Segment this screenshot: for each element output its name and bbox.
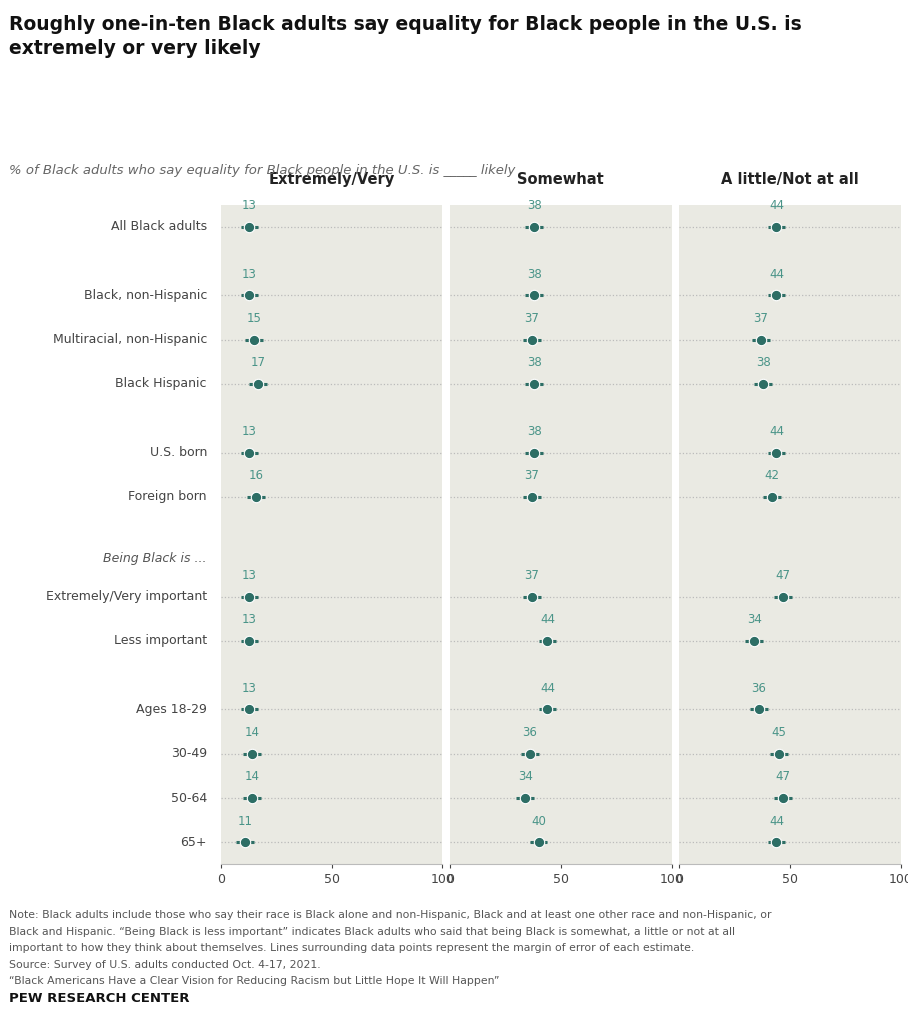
- Text: PEW RESEARCH CENTER: PEW RESEARCH CENTER: [9, 991, 190, 1005]
- Text: 11: 11: [238, 814, 252, 828]
- Text: “Black Americans Have a Clear Vision for Reducing Racism but Little Hope It Will: “Black Americans Have a Clear Vision for…: [9, 976, 499, 986]
- Text: Extremely/Very: Extremely/Very: [269, 172, 395, 186]
- Text: 42: 42: [765, 470, 780, 483]
- Text: U.S. born: U.S. born: [150, 446, 207, 459]
- Text: 38: 38: [527, 268, 541, 281]
- Text: 37: 37: [754, 312, 768, 325]
- Text: 13: 13: [242, 199, 257, 212]
- Text: 36: 36: [751, 682, 766, 695]
- Text: 47: 47: [775, 569, 791, 582]
- Text: Being Black is ...: Being Black is ...: [104, 552, 207, 566]
- Text: 37: 37: [525, 470, 539, 483]
- Text: Black Hispanic: Black Hispanic: [115, 377, 207, 391]
- Text: Roughly one-in-ten Black adults say equality for Black people in the U.S. is
ext: Roughly one-in-ten Black adults say equa…: [9, 15, 802, 58]
- Text: 40: 40: [531, 814, 546, 828]
- Text: 44: 44: [769, 814, 784, 828]
- Text: Foreign born: Foreign born: [128, 490, 207, 503]
- Text: 44: 44: [769, 199, 784, 212]
- Text: 38: 38: [527, 356, 541, 369]
- Text: 16: 16: [249, 470, 263, 483]
- Text: 38: 38: [527, 426, 541, 438]
- Text: 15: 15: [246, 312, 262, 325]
- Text: Source: Survey of U.S. adults conducted Oct. 4-17, 2021.: Source: Survey of U.S. adults conducted …: [9, 960, 321, 970]
- Text: 45: 45: [771, 726, 786, 740]
- Text: 50-64: 50-64: [171, 792, 207, 804]
- Text: 44: 44: [769, 268, 784, 281]
- Text: 13: 13: [242, 426, 257, 438]
- Text: 65+: 65+: [181, 836, 207, 849]
- Text: 34: 34: [518, 770, 533, 784]
- Text: Ages 18-29: Ages 18-29: [136, 703, 207, 716]
- Text: 34: 34: [747, 613, 762, 626]
- Text: 38: 38: [755, 356, 771, 369]
- Text: 37: 37: [525, 569, 539, 582]
- Text: 44: 44: [540, 613, 555, 626]
- Text: 13: 13: [242, 569, 257, 582]
- Text: 44: 44: [769, 426, 784, 438]
- Text: important to how they think about themselves. Lines surrounding data points repr: important to how they think about themse…: [9, 943, 695, 953]
- Text: 37: 37: [525, 312, 539, 325]
- Text: 47: 47: [775, 770, 791, 784]
- Text: All Black adults: All Black adults: [111, 220, 207, 233]
- Text: Extremely/Very important: Extremely/Very important: [45, 590, 207, 603]
- Text: 14: 14: [244, 726, 259, 740]
- Text: 14: 14: [244, 770, 259, 784]
- Text: 17: 17: [251, 356, 266, 369]
- Text: 38: 38: [527, 199, 541, 212]
- Text: Note: Black adults include those who say their race is Black alone and non-Hispa: Note: Black adults include those who say…: [9, 910, 772, 921]
- Text: % of Black adults who say equality for Black people in the U.S. is _____ likely: % of Black adults who say equality for B…: [9, 164, 516, 177]
- Text: 13: 13: [242, 682, 257, 695]
- Text: 36: 36: [522, 726, 537, 740]
- Text: 30-49: 30-49: [171, 747, 207, 760]
- Text: Multiracial, non-Hispanic: Multiracial, non-Hispanic: [53, 333, 207, 346]
- Text: Less important: Less important: [114, 634, 207, 648]
- Text: 13: 13: [242, 613, 257, 626]
- Text: A little/Not at all: A little/Not at all: [721, 172, 859, 186]
- Text: Black and Hispanic. “Being Black is less important” indicates Black adults who s: Black and Hispanic. “Being Black is less…: [9, 927, 735, 937]
- Text: Somewhat: Somewhat: [518, 172, 604, 186]
- Text: Black, non-Hispanic: Black, non-Hispanic: [84, 288, 207, 302]
- Text: 13: 13: [242, 268, 257, 281]
- Text: 44: 44: [540, 682, 555, 695]
